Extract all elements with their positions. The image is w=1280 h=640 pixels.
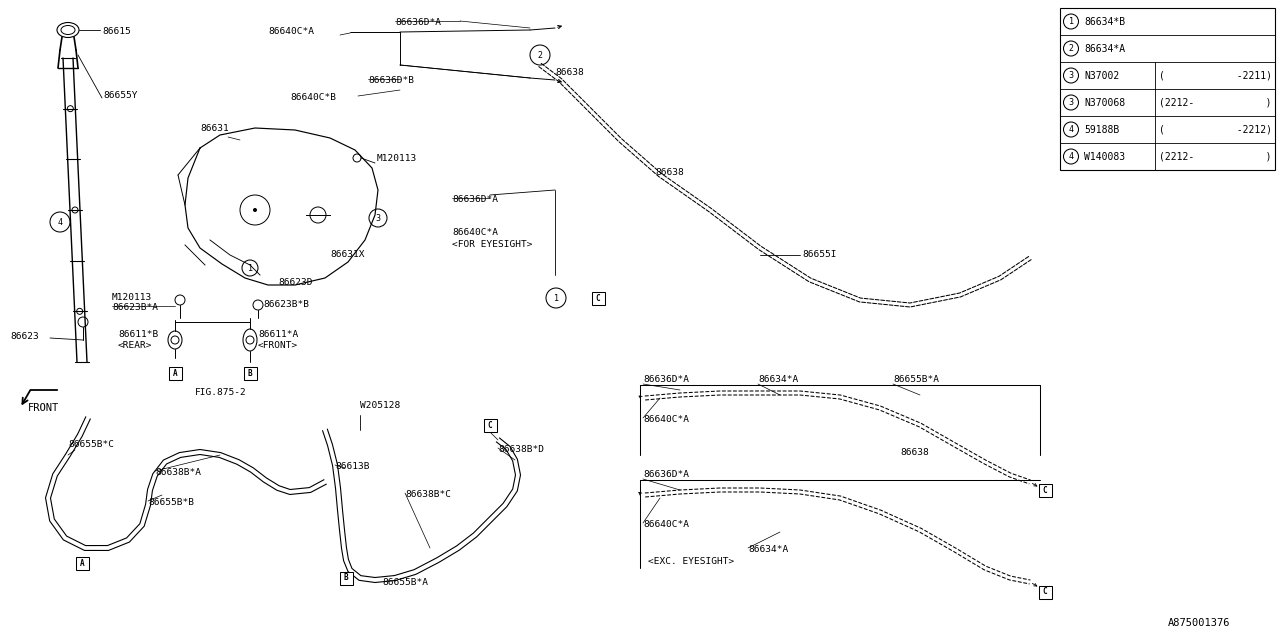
Text: 2: 2: [538, 51, 543, 60]
Text: 86636D*A: 86636D*A: [452, 195, 498, 204]
Text: 86655B*C: 86655B*C: [68, 440, 114, 449]
FancyArrowPatch shape: [1033, 483, 1037, 486]
Text: A: A: [173, 369, 178, 378]
Text: 86638B*C: 86638B*C: [404, 490, 451, 499]
Text: 3: 3: [1069, 71, 1074, 80]
Bar: [339, 572, 352, 584]
Text: 86615: 86615: [102, 26, 131, 35]
Bar: [1038, 586, 1051, 598]
Circle shape: [253, 208, 257, 212]
Text: 86638: 86638: [655, 168, 684, 177]
Text: <FOR EYESIGHT>: <FOR EYESIGHT>: [452, 240, 532, 249]
Text: ): ): [1248, 152, 1272, 161]
Text: 86655B*A: 86655B*A: [381, 578, 428, 587]
Text: W205128: W205128: [360, 401, 401, 410]
Text: 86655I: 86655I: [803, 250, 837, 259]
Text: N370068: N370068: [1084, 97, 1125, 108]
FancyArrowPatch shape: [558, 26, 562, 29]
Text: 86638B*D: 86638B*D: [498, 445, 544, 454]
Text: 86638B*A: 86638B*A: [155, 468, 201, 477]
FancyArrowPatch shape: [558, 79, 562, 83]
Text: 86640C*A: 86640C*A: [643, 415, 689, 424]
Text: 86634*A: 86634*A: [758, 375, 799, 384]
Text: C: C: [1043, 588, 1047, 596]
Text: A875001376: A875001376: [1169, 618, 1230, 628]
Ellipse shape: [58, 22, 79, 38]
Text: 86611*B: 86611*B: [118, 330, 159, 339]
Text: 86631X: 86631X: [330, 250, 365, 259]
Text: C: C: [595, 294, 600, 303]
Text: 86623D: 86623D: [278, 278, 312, 287]
Text: (: (: [1158, 70, 1165, 81]
Text: 4: 4: [1069, 152, 1074, 161]
Text: 86631: 86631: [200, 124, 229, 132]
Text: 86640C*A: 86640C*A: [452, 228, 498, 237]
Text: M120113: M120113: [378, 154, 417, 163]
Ellipse shape: [61, 26, 76, 35]
Text: 86636D*B: 86636D*B: [369, 76, 413, 85]
Text: 86638: 86638: [900, 448, 929, 457]
Text: 86623B*B: 86623B*B: [262, 300, 308, 309]
Bar: [484, 419, 497, 431]
Text: 3: 3: [375, 214, 380, 223]
Text: 86655B*B: 86655B*B: [148, 498, 195, 507]
Text: 86634*B: 86634*B: [1084, 17, 1125, 26]
Ellipse shape: [243, 329, 257, 351]
Text: <REAR>: <REAR>: [118, 341, 152, 350]
Bar: [1060, 8, 1275, 170]
Ellipse shape: [168, 331, 182, 349]
Text: 1: 1: [1069, 17, 1074, 26]
Text: 86636D*A: 86636D*A: [643, 375, 689, 384]
Text: B: B: [248, 369, 252, 378]
Text: 86655B*A: 86655B*A: [893, 375, 940, 384]
Text: 86640C*A: 86640C*A: [643, 520, 689, 529]
Text: 86638: 86638: [556, 68, 584, 77]
Text: 4: 4: [1069, 125, 1074, 134]
Text: 86623B*A: 86623B*A: [113, 303, 157, 312]
Text: N37002: N37002: [1084, 70, 1119, 81]
Text: <EXC. EYESIGHT>: <EXC. EYESIGHT>: [648, 557, 735, 566]
Text: 4: 4: [58, 218, 63, 227]
Text: W140083: W140083: [1084, 152, 1125, 161]
Text: (: (: [1158, 125, 1165, 134]
FancyArrowPatch shape: [639, 396, 643, 399]
Text: ): ): [1248, 97, 1272, 108]
Text: 86640C*B: 86640C*B: [291, 93, 337, 102]
FancyArrowPatch shape: [1033, 584, 1037, 586]
Bar: [1038, 483, 1051, 497]
Text: C: C: [488, 420, 493, 429]
Text: 86636D*A: 86636D*A: [396, 18, 442, 27]
Text: (2212-: (2212-: [1158, 152, 1194, 161]
Text: 86640C*A: 86640C*A: [268, 27, 314, 36]
Bar: [243, 367, 256, 380]
Bar: [169, 367, 182, 380]
Text: 59188B: 59188B: [1084, 125, 1119, 134]
Text: FIG.875-2: FIG.875-2: [195, 388, 247, 397]
Text: 86611*A: 86611*A: [259, 330, 298, 339]
Text: M120113: M120113: [113, 293, 152, 302]
Text: A: A: [79, 559, 84, 568]
Text: <FRONT>: <FRONT>: [259, 341, 298, 350]
Text: (2212-: (2212-: [1158, 97, 1194, 108]
Text: 86636D*A: 86636D*A: [643, 470, 689, 479]
Text: 86655Y: 86655Y: [102, 90, 137, 99]
Text: 86623: 86623: [10, 332, 38, 340]
Text: -2211): -2211): [1225, 70, 1272, 81]
Text: 86613B: 86613B: [335, 462, 370, 471]
Text: 86634*A: 86634*A: [1084, 44, 1125, 54]
Bar: [591, 291, 604, 305]
Text: 86634*A: 86634*A: [748, 545, 788, 554]
Text: FRONT: FRONT: [28, 403, 59, 413]
Text: 3: 3: [1069, 98, 1074, 107]
Text: -2212): -2212): [1225, 125, 1272, 134]
Text: C: C: [1043, 486, 1047, 495]
FancyArrowPatch shape: [639, 492, 641, 495]
Bar: [76, 557, 88, 570]
Text: B: B: [344, 573, 348, 582]
Text: 1: 1: [553, 294, 558, 303]
Text: 2: 2: [1069, 44, 1074, 53]
Text: 1: 1: [247, 264, 252, 273]
